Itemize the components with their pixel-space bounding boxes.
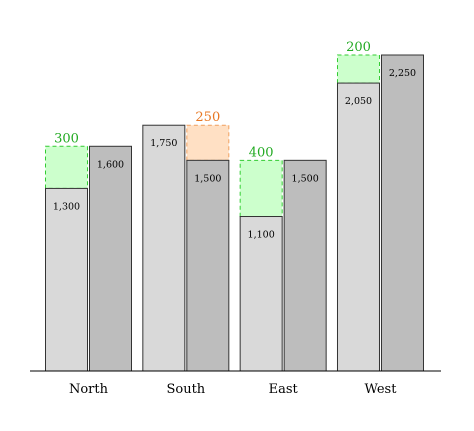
difference-label-north: 300 [54, 131, 79, 146]
difference-box-north [45, 145, 88, 189]
bar-value-north-1: 1,300 [53, 201, 80, 212]
labels: 300 1,300 1,600 North 250 1,750 1,500 South 400 1… [53, 40, 416, 397]
category-label-east: East [269, 382, 299, 397]
category-label-north: North [69, 382, 109, 397]
difference-label-south: 250 [195, 110, 220, 125]
difference-label-west: 200 [346, 40, 371, 55]
bar-west-2 [380, 54, 424, 372]
category-label-west: West [365, 382, 398, 397]
category-label-south: South [166, 382, 205, 397]
difference-box-east [239, 159, 283, 218]
difference-box-south [186, 124, 230, 161]
bar-value-south-1: 1,750 [150, 138, 177, 149]
bar-north-2 [89, 145, 132, 372]
bar-north-1 [45, 187, 88, 372]
bar-west-1 [336, 82, 380, 372]
bars [45, 54, 424, 372]
difference-label-east: 400 [249, 145, 274, 160]
difference-overlays [45, 54, 380, 218]
bar-south-1 [142, 124, 186, 372]
bar-south-2 [186, 159, 230, 372]
bar-value-east-2: 1,500 [292, 173, 319, 184]
bar-value-south-2: 1,500 [194, 173, 221, 184]
difference-box-west [336, 54, 380, 84]
bar-value-east-1: 1,100 [248, 230, 275, 241]
bar-value-north-2: 1,600 [97, 159, 124, 170]
bar-value-west-2: 2,250 [389, 68, 416, 79]
bar-east-2 [283, 159, 327, 372]
bar-value-west-1: 2,050 [345, 96, 372, 107]
